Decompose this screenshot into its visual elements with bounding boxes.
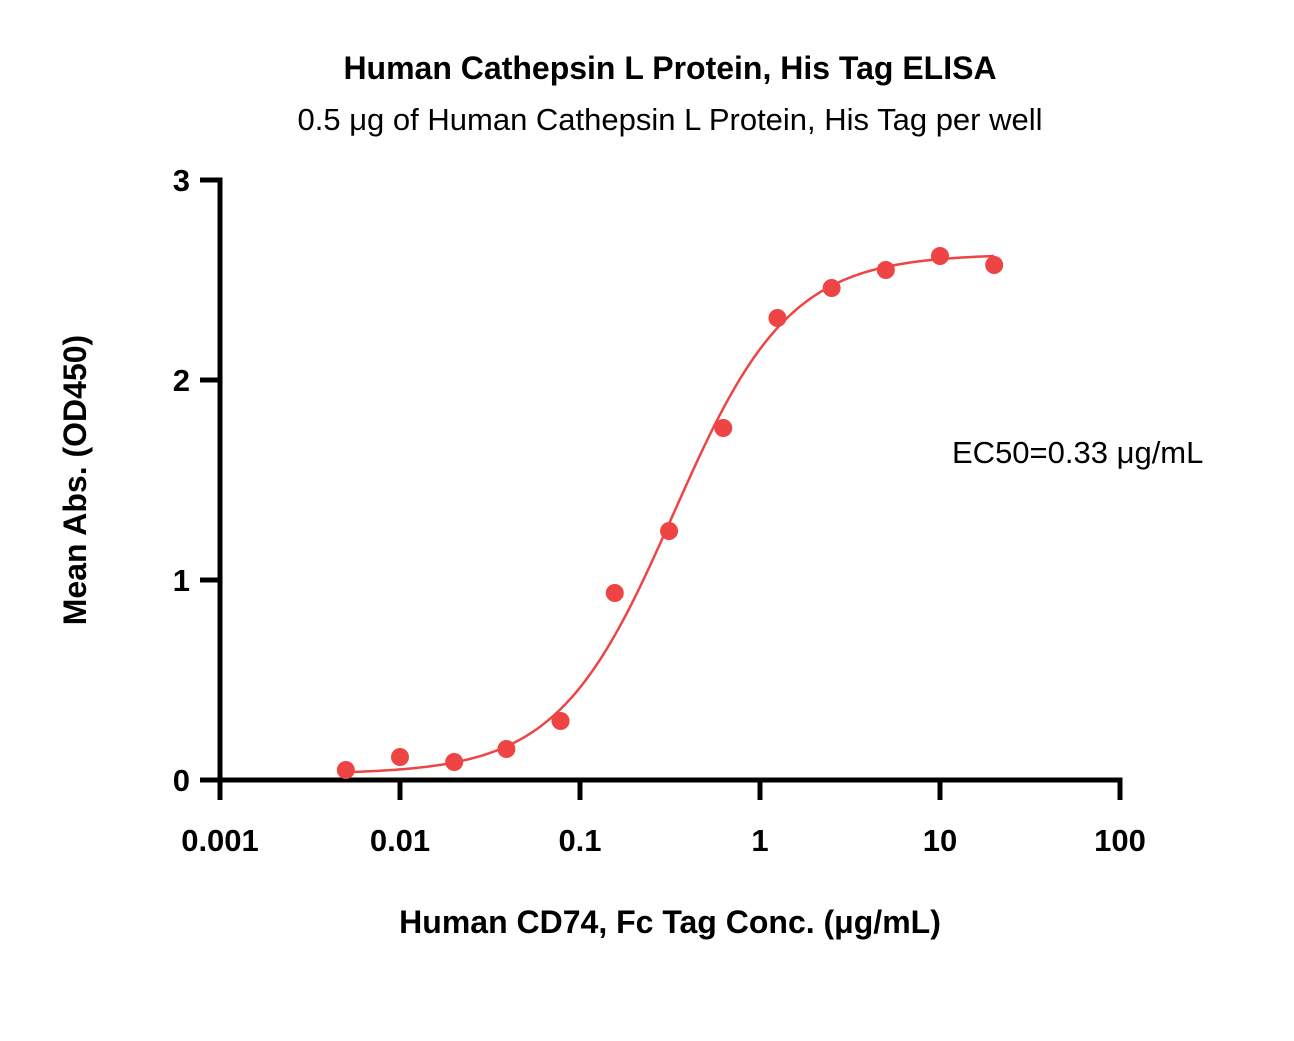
data-point — [551, 712, 570, 730]
chart-title: Human Cathepsin L Protein, His Tag ELISA — [343, 50, 996, 86]
data-point — [931, 247, 949, 265]
data-point — [822, 279, 841, 297]
y-tick-label: 1 — [173, 563, 190, 598]
x-axis-label: Human CD74, Fc Tag Conc. (μg/mL) — [399, 904, 941, 940]
x-tick-label: 0.1 — [558, 823, 601, 858]
y-axis-label: Mean Abs. (OD450) — [57, 335, 93, 625]
data-point — [336, 761, 355, 779]
x-tick-label: 100 — [1094, 823, 1146, 858]
chart-subtitle: 0.5 μg of Human Cathepsin L Protein, His… — [297, 102, 1042, 137]
ec50-annotation: EC50=0.33 μg/mL — [952, 435, 1203, 470]
data-point — [660, 522, 679, 540]
data-point — [985, 256, 1004, 274]
data-point — [714, 419, 733, 437]
data-point — [391, 748, 409, 766]
data-point — [876, 261, 895, 279]
data-points — [336, 247, 1004, 779]
fit-curve-layer — [345, 254, 995, 774]
x-tick-label: 1 — [751, 823, 768, 858]
tick-labels: 0.001 0.01 0.1 1 10 100 0 1 2 3 — [173, 163, 1146, 858]
x-tick-label: 0.01 — [370, 823, 430, 858]
x-tick-label: 0.001 — [181, 823, 259, 858]
x-tick-label: 10 — [923, 823, 957, 858]
data-point — [768, 309, 787, 327]
ticks — [200, 177, 1123, 800]
data-point — [497, 740, 516, 758]
y-tick-label: 3 — [173, 163, 190, 198]
y-tick-label: 2 — [173, 363, 190, 398]
y-tick-label: 0 — [173, 763, 190, 798]
fit-curve — [345, 254, 995, 774]
data-point — [445, 753, 464, 771]
data-point — [605, 584, 624, 602]
axes — [217, 177, 1123, 783]
